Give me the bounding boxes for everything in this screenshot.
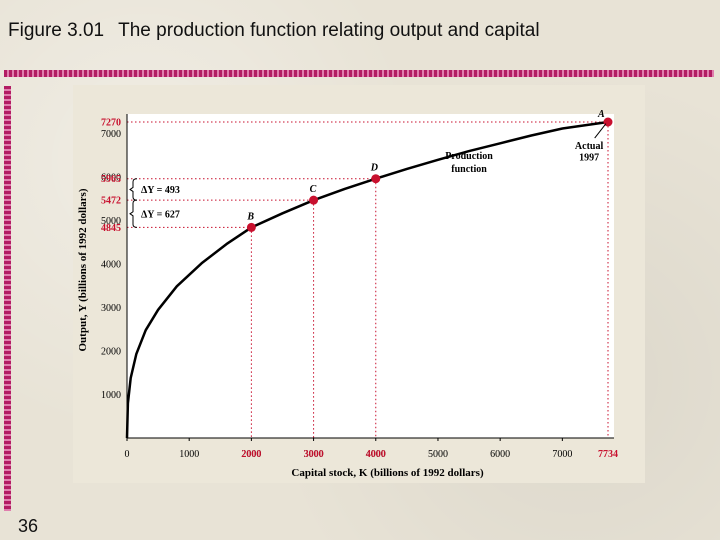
y-highlight-tick-label: 5965 [101, 174, 121, 185]
x-highlight-tick-label: 4000 [366, 449, 386, 460]
point-label-a: A [597, 109, 605, 120]
figure-title: The production function relating output … [118, 20, 540, 41]
curve-label-line1: Production [445, 151, 493, 162]
production-function-curve [125, 120, 609, 439]
x-tick-label: 0 [125, 449, 130, 460]
x-tick-label: 1000 [179, 449, 199, 460]
delta-y-lower-label: ΔY = 627 [141, 209, 180, 220]
point-label-c: C [310, 184, 317, 195]
y-tick-label: 2000 [101, 347, 121, 358]
x-highlight-tick-label: 2000 [241, 449, 261, 460]
plot-area [127, 114, 614, 438]
y-highlight-tick-label: 4845 [101, 223, 121, 234]
y-tick-label: 1000 [101, 390, 121, 401]
title-divider [4, 70, 714, 77]
actual-label-line2: 1997 [579, 153, 599, 164]
left-divider [4, 86, 11, 511]
x-tick-label: 2000 [241, 449, 261, 460]
delta-y-upper-brace [129, 178, 138, 201]
delta-y-lower-brace [129, 199, 138, 228]
actual-pointer [594, 123, 607, 139]
y-tick-label: 3000 [101, 303, 121, 314]
delta-y-upper-label: ΔY = 493 [141, 185, 180, 196]
x-highlight-tick-label: 3000 [304, 449, 324, 460]
y-tick-label: 4000 [101, 260, 121, 271]
x-axis-label: Capital stock, K (billions of 1992 dolla… [291, 467, 484, 479]
x-tick-label: 3000 [304, 449, 324, 460]
x-tick-label: 4000 [366, 449, 386, 460]
point-label-b: B [246, 211, 254, 222]
y-tick-label: 6000 [101, 173, 121, 184]
point-b [246, 222, 256, 232]
figure-number: Figure 3.01 [8, 20, 105, 41]
curve-label-line2: function [451, 164, 487, 175]
x-tick-label: 6000 [490, 449, 510, 460]
slide-title: Figure 3.01 The production function relat… [8, 20, 540, 42]
point-d [371, 174, 381, 184]
point-label-d: D [370, 163, 378, 174]
x-tick-label: 5000 [428, 449, 448, 460]
y-highlight-tick-label: 5472 [101, 196, 121, 207]
y-tick-label: 7000 [101, 129, 121, 140]
y-highlight-tick-label: 7270 [101, 118, 121, 129]
actual-label-line1: Actual [575, 141, 604, 152]
y-tick-label: 5000 [101, 216, 121, 227]
x-highlight-tick-label: 7734 [598, 449, 618, 460]
chart-panel: 0 1000 2000 3000 4000 5000 6000 7000 2000 3000 400… [73, 85, 645, 483]
point-c [309, 195, 319, 205]
x-tick-label: 7000 [552, 449, 572, 460]
page-number: 36 [18, 516, 39, 536]
y-axis-label: Output, Y (billions of 1992 dollars) [77, 188, 89, 351]
production-function-chart: 0 1000 2000 3000 4000 5000 6000 7000 2000 3000 400… [77, 109, 618, 479]
